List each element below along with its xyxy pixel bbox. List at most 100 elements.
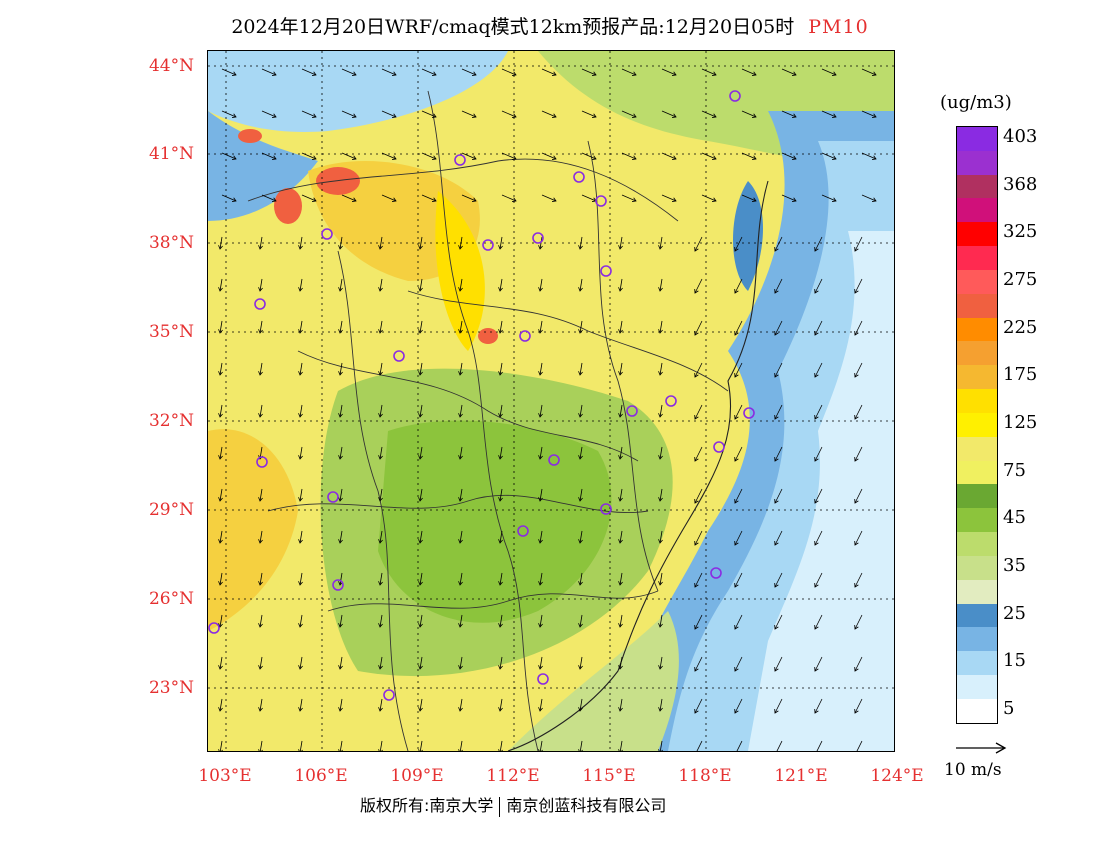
wind-vector xyxy=(774,488,783,504)
forecast-map[interactable] xyxy=(207,50,895,752)
wind-vector xyxy=(814,236,823,252)
station-marker-icon xyxy=(208,622,220,634)
wind-vector-head xyxy=(298,371,303,376)
wind-vector-head xyxy=(218,497,223,502)
station-marker-icon xyxy=(665,395,677,407)
station-marker-icon xyxy=(548,454,560,466)
hotspot xyxy=(274,188,302,224)
wind-vector xyxy=(774,320,783,336)
wind-vector xyxy=(499,740,503,751)
wind-vector xyxy=(299,530,303,544)
wind-vector xyxy=(774,236,783,252)
wind-vector xyxy=(694,446,703,462)
wind-vector-head xyxy=(751,113,757,118)
wind-vector xyxy=(459,320,463,334)
wind-vector xyxy=(499,278,503,292)
wind-vector xyxy=(379,698,383,712)
wind-vector-head xyxy=(498,581,503,586)
wind-vector-head xyxy=(338,707,343,712)
wind-vector xyxy=(419,488,423,502)
wind-vector-head xyxy=(458,497,463,502)
wind-vector-head xyxy=(791,155,797,160)
wind-vector xyxy=(299,614,303,628)
wind-vector xyxy=(854,278,863,294)
wind-vector xyxy=(299,320,303,334)
colorbar-label: 175 xyxy=(1003,364,1038,386)
wind-vector xyxy=(854,614,863,630)
wind-vector-head xyxy=(418,623,423,628)
wind-vector xyxy=(261,68,277,76)
lon-label: 124°E xyxy=(870,766,924,786)
wind-vector-head xyxy=(298,539,303,544)
wind-vector xyxy=(734,446,743,462)
wind-vector-head xyxy=(311,113,317,118)
wind-vector xyxy=(541,152,557,160)
wind-vector-head xyxy=(658,707,663,712)
wind-vector xyxy=(774,278,783,294)
wind-vector-head xyxy=(418,497,423,502)
wind-vector-head xyxy=(734,456,739,462)
wind-vector-head xyxy=(578,371,583,376)
copyright-company: 南京创蓝科技有限公司 xyxy=(506,796,667,815)
wind-vector-head xyxy=(791,113,797,118)
wind-vector xyxy=(339,656,343,670)
wind-vector xyxy=(734,698,743,714)
wind-vector-head xyxy=(258,581,263,586)
wind-vector-head xyxy=(218,539,223,544)
wind-vector-head xyxy=(511,71,517,76)
wind-vector xyxy=(459,362,463,376)
wind-vector xyxy=(774,362,783,378)
wind-vector-head xyxy=(871,197,877,202)
wind-vector-head xyxy=(774,666,779,672)
wind-vector-head xyxy=(814,624,819,630)
wind-vector xyxy=(219,278,223,292)
wind-vector-head xyxy=(774,456,779,462)
wind-vector xyxy=(459,488,463,502)
wind-vector-head xyxy=(418,665,423,670)
wind-vector xyxy=(499,572,503,586)
lon-label: 121°E xyxy=(774,766,828,786)
wind-vector xyxy=(461,68,477,76)
wind-vector-head xyxy=(538,665,543,670)
wind-vector xyxy=(259,278,263,292)
wind-vector xyxy=(539,740,543,751)
wind-vector xyxy=(219,362,223,376)
colorbar-swatch xyxy=(957,508,997,533)
wind-vector-head xyxy=(498,497,503,502)
wind-vector xyxy=(341,194,357,202)
wind-vector-head xyxy=(538,287,543,292)
wind-vector xyxy=(696,740,703,751)
wind-vector xyxy=(619,698,623,712)
wind-vector-head xyxy=(471,113,477,118)
wind-vector xyxy=(734,278,743,294)
wind-vector-head xyxy=(854,708,859,714)
wind-vector-head xyxy=(814,582,819,588)
wind-vector xyxy=(299,740,303,751)
wind-vector-head xyxy=(431,113,437,118)
wind-vector-head xyxy=(854,246,859,252)
wind-vector xyxy=(419,446,423,460)
lat-label: 32°N xyxy=(148,411,194,431)
wind-vector xyxy=(734,614,743,630)
wind-vector xyxy=(259,740,263,751)
wind-vector-head xyxy=(814,708,819,714)
wind-vector-head xyxy=(378,623,383,628)
wind-vector xyxy=(301,110,317,118)
wind-vector-head xyxy=(831,197,837,202)
wind-vector xyxy=(379,278,383,292)
wind-vector-head xyxy=(378,371,383,376)
wind-vector-head xyxy=(658,665,663,670)
low-pm-core xyxy=(378,420,612,623)
wind-vector-head xyxy=(578,707,583,712)
colorbar-swatch xyxy=(957,246,997,270)
wind-vector xyxy=(419,320,423,334)
wind-vector-head xyxy=(511,155,517,160)
wind-vector xyxy=(701,152,717,160)
wind-vector xyxy=(419,740,423,751)
wind-vector-head xyxy=(551,71,557,76)
wind-vector xyxy=(579,740,583,751)
wind-vector-head xyxy=(631,113,637,118)
wind-vector-head xyxy=(618,245,623,250)
station-marker-icon xyxy=(626,405,638,417)
wind-vector xyxy=(299,656,303,670)
